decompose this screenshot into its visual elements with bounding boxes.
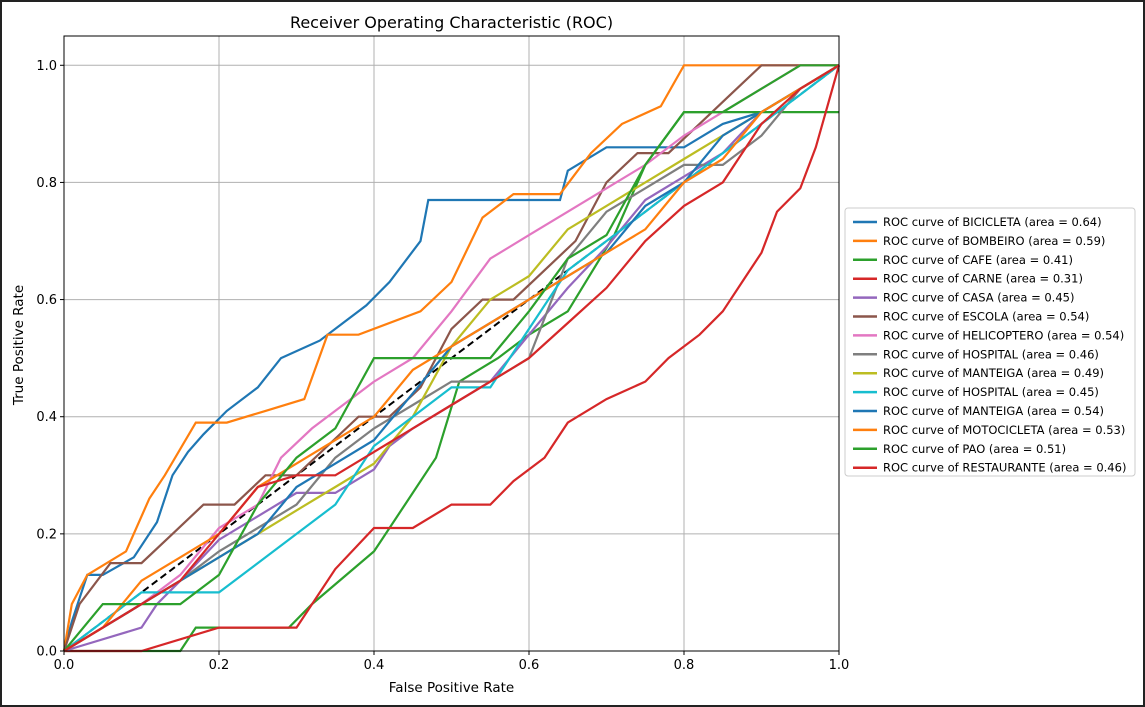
- grid: [63, 36, 840, 652]
- legend-entry-label: ROC curve of CAFE (area = 0.41): [883, 253, 1073, 267]
- series-line-7: [63, 64, 840, 652]
- y-axis-label: True Positive Rate: [11, 285, 27, 406]
- series-line-1: [62, 64, 839, 652]
- x-tick-label: 0.0: [54, 658, 75, 673]
- legend-entry-label: ROC curve of HELICOPTERO (area = 0.54): [883, 328, 1124, 342]
- y-tick-label: 0.2: [36, 527, 57, 542]
- legend: ROC curve of BICICLETA (area = 0.64) ROC …: [844, 207, 1136, 477]
- y-tick-label: 0.0: [36, 645, 57, 660]
- y-tick-label: 1.0: [36, 59, 57, 74]
- legend-entry-label: ROC curve of CARNE (area = 0.31): [883, 272, 1083, 286]
- chart-title: Receiver Operating Characteristic (ROC): [290, 13, 613, 32]
- x-tick-label: 0.6: [519, 658, 540, 673]
- series-line-13: [63, 64, 840, 652]
- legend-entry-label: ROC curve of HOSPITAL (area = 0.45): [883, 385, 1099, 399]
- x-ticks: 0.0 0.2 0.4 0.6 0.8 1.0: [54, 651, 850, 673]
- series-line-6: [63, 64, 839, 652]
- plot-area-border: [63, 35, 840, 652]
- series-line-0: [62, 64, 840, 652]
- legend-entry-label: ROC curve of RESTAURANTE (area = 0.46): [883, 461, 1126, 475]
- x-tick-label: 1.0: [829, 658, 850, 673]
- series-line-12: [63, 64, 839, 652]
- y-tick-label: 0.6: [36, 293, 57, 308]
- series-line-11: [63, 64, 840, 652]
- legend-entry-label: ROC curve of MOTOCICLETA (area = 0.53): [883, 423, 1125, 437]
- legend-entry-label: ROC curve of BOMBEIRO (area = 0.59): [883, 234, 1105, 248]
- series-line-3: [64, 65, 841, 653]
- x-axis-label: False Positive Rate: [389, 680, 514, 696]
- series-line-9: [63, 64, 840, 652]
- legend-entry-label: ROC curve of PAO (area = 0.51): [883, 442, 1066, 456]
- legend-entry-label: ROC curve of MANTEIGA (area = 0.49): [883, 366, 1104, 380]
- legend-entry-label: ROC curve of BICICLETA (area = 0.64): [883, 215, 1102, 229]
- y-ticks: 0.0 0.2 0.4 0.6 0.8 1.0: [36, 59, 64, 660]
- legend-entry-label: ROC curve of ESCOLA (area = 0.54): [883, 310, 1089, 324]
- legend-entry-label: ROC curve of HOSPITAL (area = 0.46): [883, 347, 1099, 361]
- x-tick-label: 0.8: [674, 658, 695, 673]
- legend-entry-label: ROC curve of CASA (area = 0.45): [883, 291, 1074, 305]
- y-tick-label: 0.4: [36, 410, 57, 425]
- x-tick-label: 0.2: [209, 658, 230, 673]
- legend-box: [844, 207, 1136, 477]
- y-tick-label: 0.8: [36, 176, 57, 191]
- legend-entry-label: ROC curve of MANTEIGA (area = 0.54): [883, 404, 1104, 418]
- x-tick-label: 0.4: [364, 658, 385, 673]
- series-lines: [62, 64, 841, 653]
